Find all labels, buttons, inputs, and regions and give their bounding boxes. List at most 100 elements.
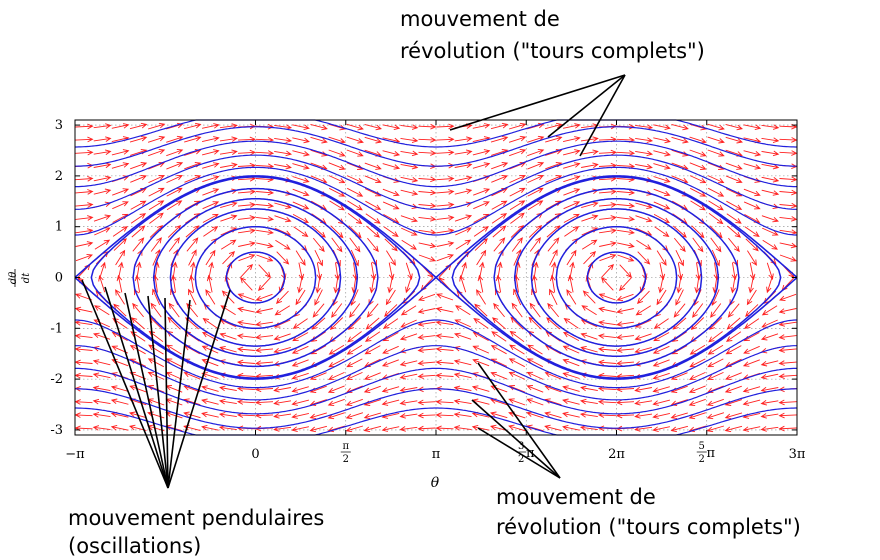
field-arrow [331, 237, 343, 253]
field-arrow [327, 398, 345, 407]
field-arrow [363, 425, 382, 433]
field-arrow [778, 308, 797, 314]
field-arrow [492, 317, 506, 330]
x-tick-label: −π [65, 447, 85, 462]
field-arrow [710, 237, 722, 253]
field-arrow [779, 150, 798, 156]
field-arrow [744, 318, 760, 329]
field-arrow [708, 331, 723, 343]
field-arrow [779, 176, 798, 183]
field-arrow [382, 176, 401, 183]
field-arrow [275, 239, 291, 250]
field-arrow [331, 303, 343, 318]
y-tick-labels: -3 -2 -1 0 1 2 3 [50, 118, 63, 438]
field-arrow [219, 345, 237, 353]
field-arrow [689, 162, 707, 170]
field-arrow [673, 303, 686, 318]
field-arrow [93, 149, 112, 155]
field-arrow [508, 398, 526, 406]
field-arrow [255, 293, 273, 302]
field-arrow [509, 148, 527, 157]
field-arrow [725, 188, 743, 197]
field-arrow [399, 333, 418, 341]
field-arrow [309, 399, 327, 406]
field-arrow [328, 175, 346, 184]
field-arrow [652, 399, 671, 406]
field-arrow [93, 175, 112, 182]
field-arrow [74, 333, 93, 339]
field-arrow [190, 261, 196, 280]
field-arrow [652, 386, 670, 393]
field-arrow [567, 274, 574, 293]
field-arrow [346, 162, 364, 170]
field-arrow [418, 216, 437, 222]
field-arrow [617, 202, 636, 209]
field-arrow [454, 162, 473, 169]
field-arrow [436, 202, 455, 208]
field-arrow [779, 242, 798, 249]
field-arrow [273, 400, 292, 406]
field-arrow [330, 225, 344, 239]
field-arrow [616, 347, 635, 353]
field-arrow [150, 237, 162, 252]
field-arrow [652, 426, 670, 432]
field-arrow [634, 413, 653, 419]
field-arrow [364, 136, 382, 144]
field-arrow [617, 229, 635, 235]
y-axis-label-num: dθ [8, 272, 19, 284]
field-arrow [149, 224, 164, 238]
field-arrow [689, 358, 706, 368]
axis-ticks [74, 120, 798, 435]
field-arrow [636, 239, 652, 250]
field-arrow [508, 135, 527, 143]
field-arrow [256, 202, 275, 209]
field-arrow [147, 411, 165, 419]
field-arrow [366, 303, 379, 318]
field-arrow [743, 345, 760, 354]
field-arrow [93, 136, 112, 142]
field-arrow [93, 188, 112, 195]
field-arrow [201, 149, 220, 156]
field-arrow [695, 262, 702, 281]
field-arrow [510, 212, 525, 224]
field-arrow [725, 162, 743, 170]
field-arrow [346, 344, 363, 355]
field-arrow [168, 302, 180, 318]
field-arrow [185, 225, 200, 238]
field-arrow [346, 358, 363, 368]
field-arrow [75, 215, 94, 221]
field-arrow [509, 200, 526, 211]
field-arrow [166, 200, 183, 211]
field-arrow [562, 411, 580, 418]
field-arrow [148, 161, 166, 170]
field-arrow [472, 331, 489, 341]
field-arrow [581, 227, 599, 236]
field-arrow [724, 425, 743, 433]
field-arrow [345, 412, 364, 420]
field-arrow [615, 399, 635, 406]
revolution-orbit [75, 166, 797, 236]
field-arrow [598, 215, 617, 221]
field-arrow [743, 201, 761, 210]
field-arrow [454, 332, 472, 340]
field-arrow [749, 262, 756, 281]
y-tick-label: 3 [55, 118, 63, 133]
x-tick-label-num: 3 [518, 441, 524, 452]
field-arrow [312, 225, 326, 238]
field-arrow [418, 176, 437, 183]
field-arrow [93, 162, 112, 169]
field-arrow [129, 135, 148, 143]
field-arrow [94, 239, 111, 250]
field-arrow [708, 200, 724, 211]
field-arrow [659, 262, 666, 281]
field-arrow [635, 305, 652, 316]
field-arrow [201, 358, 219, 367]
field-arrow [473, 201, 490, 210]
field-arrow [726, 317, 741, 330]
field-arrow [476, 249, 487, 266]
field-arrow [328, 344, 345, 355]
field-arrow [310, 162, 328, 170]
revolution-orbit [75, 388, 797, 429]
field-arrow [110, 424, 129, 431]
field-arrow [617, 254, 635, 262]
